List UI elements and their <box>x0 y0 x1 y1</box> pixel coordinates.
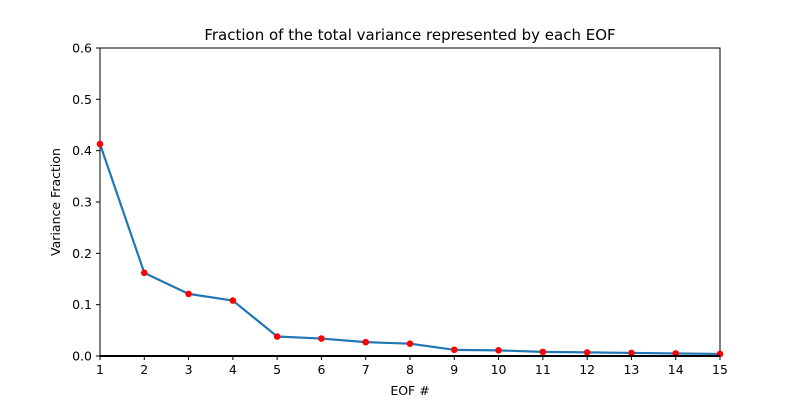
x-tick-label: 7 <box>362 362 370 377</box>
data-point <box>406 340 414 347</box>
x-tick-label: 13 <box>623 362 639 377</box>
y-tick-label: 0.4 <box>72 143 92 158</box>
y-tick-label: 0.1 <box>72 297 92 312</box>
y-tick-label: 0.6 <box>72 41 92 56</box>
x-tick-label: 9 <box>450 362 458 377</box>
x-tick-label: 12 <box>579 362 595 377</box>
data-point <box>628 349 635 357</box>
data-point <box>185 290 192 298</box>
data-point <box>229 297 237 304</box>
x-tick-label: 3 <box>185 362 193 377</box>
x-tick-label: 6 <box>317 362 325 377</box>
y-tick-label: 0.3 <box>72 195 92 210</box>
data-point <box>583 349 591 356</box>
y-tick-label: 0.0 <box>72 349 92 364</box>
data-point <box>539 348 547 356</box>
y-tick-label: 0.2 <box>72 246 92 261</box>
x-tick-label: 10 <box>491 362 507 377</box>
x-tick-label: 4 <box>229 362 237 377</box>
data-point <box>362 338 370 346</box>
data-point <box>273 333 281 340</box>
data-point <box>495 347 502 354</box>
x-tick-label: 1 <box>96 362 104 377</box>
x-tick-label: 5 <box>273 362 281 377</box>
x-tick-label: 14 <box>668 362 684 377</box>
chart-title: Fraction of the total variance represent… <box>204 26 615 44</box>
x-tick-label: 2 <box>140 362 148 377</box>
data-point <box>96 140 104 148</box>
x-tick-label: 11 <box>535 362 551 377</box>
data-point <box>140 269 148 277</box>
y-axis-title: Variance Fraction <box>48 148 63 256</box>
x-axis-title: EOF # <box>390 383 429 398</box>
x-tick-label: 15 <box>712 362 728 377</box>
x-tick-label: 8 <box>406 362 414 377</box>
data-point <box>318 335 325 342</box>
plot-area: 1 2 3 4 5 6 7 8 9 10 11 12 13 14 150.00.10.20.30.40.50… <box>72 41 728 378</box>
y-tick-label: 0.5 <box>72 92 92 107</box>
data-point <box>450 346 458 354</box>
